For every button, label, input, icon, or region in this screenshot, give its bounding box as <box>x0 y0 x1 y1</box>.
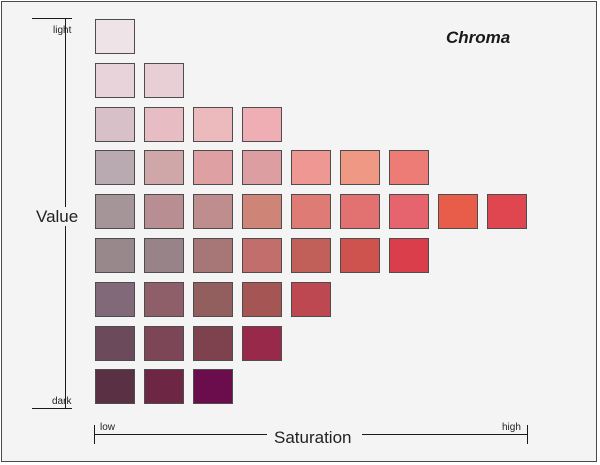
value-axis-dark-label: dark <box>52 396 72 407</box>
saturation-axis-high-label: high <box>502 422 521 433</box>
color-swatch <box>193 238 233 273</box>
color-swatch <box>144 63 184 98</box>
color-swatch <box>487 194 527 229</box>
color-swatch <box>291 238 331 273</box>
color-swatch <box>291 150 331 185</box>
saturation-axis-label: Saturation <box>274 428 352 447</box>
color-swatch <box>144 107 184 142</box>
color-swatch <box>95 238 135 273</box>
color-swatch <box>242 194 282 229</box>
color-swatch <box>389 150 429 185</box>
value-axis-label: Value <box>36 207 79 226</box>
value-axis-light-label: light <box>53 25 72 36</box>
saturation-axis-left-tick <box>94 425 95 444</box>
color-swatch <box>144 282 184 317</box>
diagram-title: Chroma <box>446 28 511 47</box>
color-swatch <box>95 369 135 404</box>
color-swatch <box>340 194 380 229</box>
color-swatch <box>193 282 233 317</box>
color-swatch <box>242 150 282 185</box>
color-swatch <box>144 369 184 404</box>
color-swatch <box>389 194 429 229</box>
saturation-axis-low-label: low <box>100 422 116 433</box>
color-swatch <box>242 238 282 273</box>
color-swatch <box>291 282 331 317</box>
saturation-axis-line-right <box>362 434 527 435</box>
color-swatch <box>144 150 184 185</box>
saturation-axis-line-left <box>95 434 267 435</box>
color-swatch <box>193 107 233 142</box>
value-axis-top-tick <box>32 18 72 19</box>
color-swatch <box>291 194 331 229</box>
color-swatch <box>144 194 184 229</box>
saturation-axis-right-tick <box>527 425 528 444</box>
color-swatch <box>95 326 135 361</box>
value-axis-bottom-tick <box>32 408 72 409</box>
color-swatch <box>242 107 282 142</box>
color-swatch <box>340 238 380 273</box>
color-swatch <box>95 282 135 317</box>
color-swatch <box>438 194 478 229</box>
color-swatch <box>95 63 135 98</box>
color-swatch <box>193 326 233 361</box>
color-swatch <box>95 107 135 142</box>
color-swatch <box>193 194 233 229</box>
color-swatch <box>242 326 282 361</box>
color-swatch <box>95 19 135 54</box>
color-swatch <box>242 282 282 317</box>
color-swatch <box>144 326 184 361</box>
color-swatch <box>95 150 135 185</box>
color-swatch <box>95 194 135 229</box>
color-swatch <box>193 369 233 404</box>
color-swatch <box>193 150 233 185</box>
color-swatch <box>340 150 380 185</box>
color-swatch <box>389 238 429 273</box>
color-swatch <box>144 238 184 273</box>
